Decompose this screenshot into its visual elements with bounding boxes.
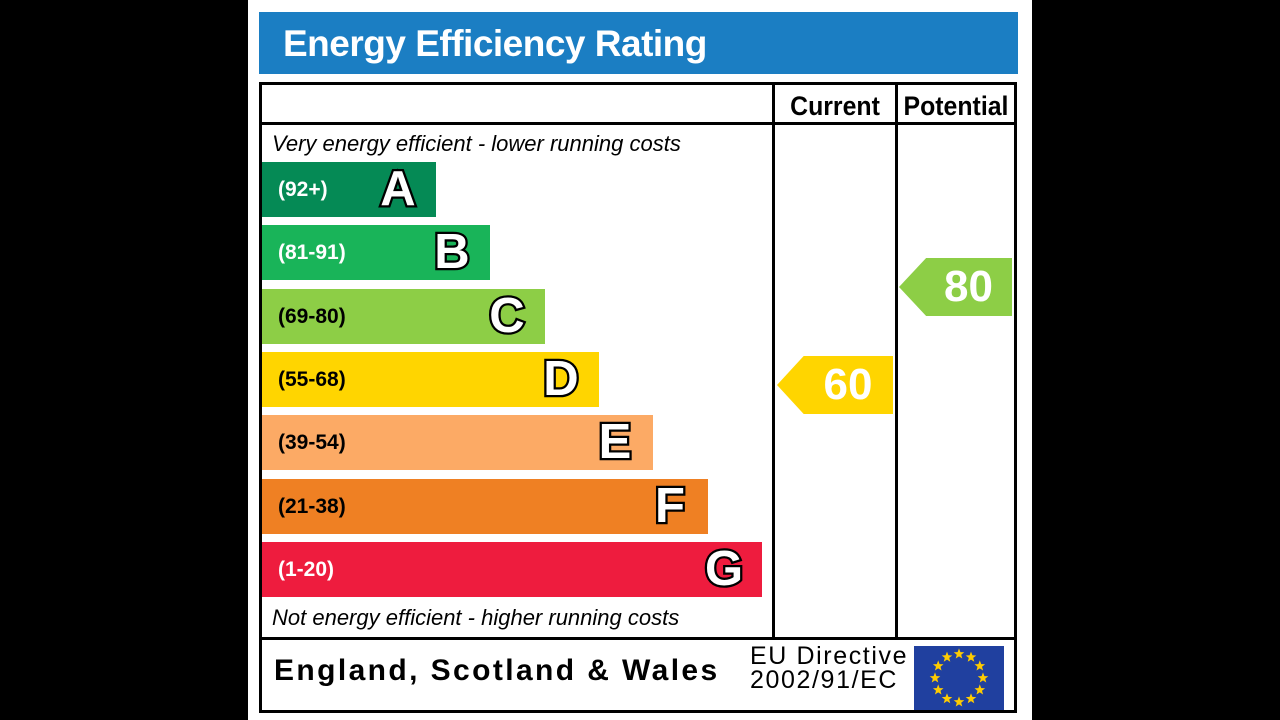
svg-text:D: D bbox=[543, 352, 578, 406]
svg-text:C: C bbox=[489, 289, 524, 343]
svg-text:F: F bbox=[655, 479, 685, 533]
svg-text:A: A bbox=[380, 162, 415, 216]
svg-text:G: G bbox=[705, 542, 743, 596]
svg-text:B: B bbox=[434, 225, 469, 279]
svg-text:E: E bbox=[599, 415, 632, 469]
